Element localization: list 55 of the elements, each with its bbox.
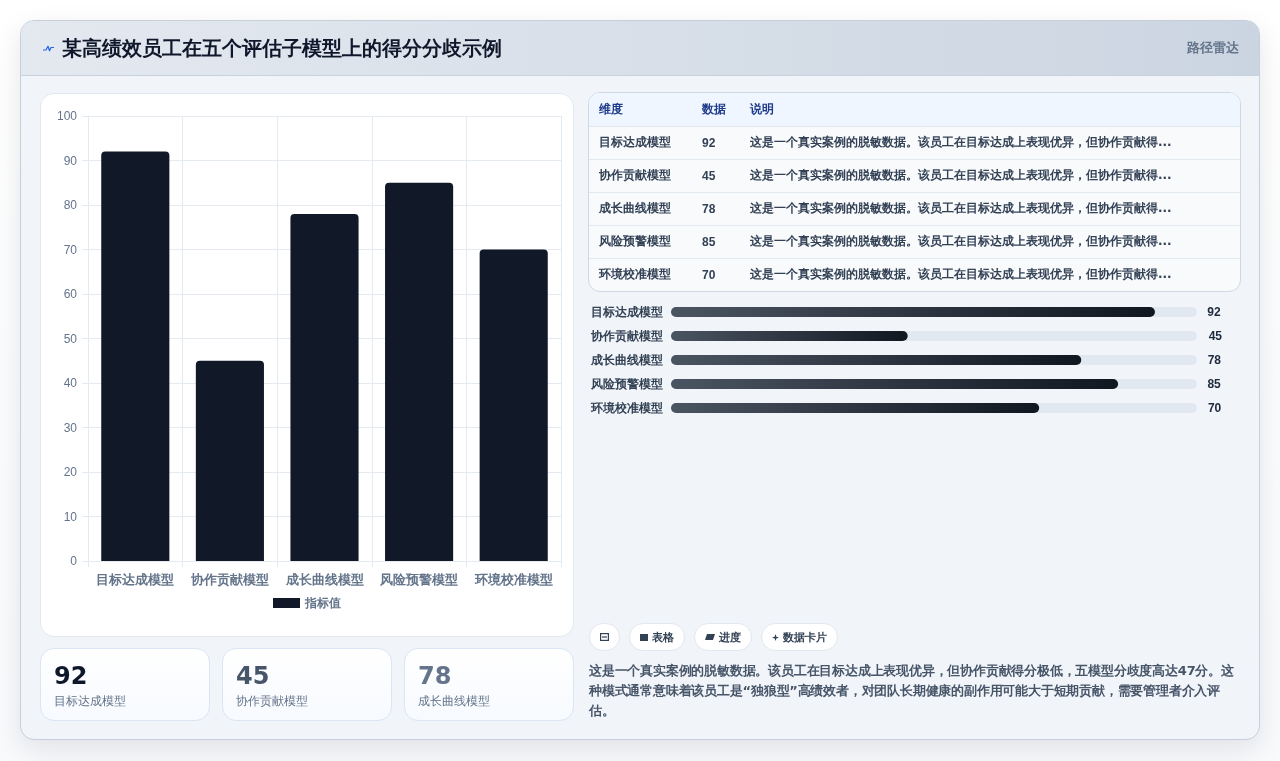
data-label: 45 bbox=[236, 661, 270, 691]
y-tick-label: 100 bbox=[56, 109, 78, 123]
x-tick-label: 协作贡献模型 bbox=[189, 572, 269, 587]
bar bbox=[479, 249, 548, 561]
text: 这是一个真实案例的脱敏数据。该员工在目标达成上表现优异，但协作贡献得... bbox=[750, 135, 1172, 149]
bar bbox=[195, 360, 264, 561]
bar bbox=[101, 151, 170, 561]
category-label: 成长曲线模型 bbox=[418, 693, 490, 709]
data-label: 45 bbox=[1208, 329, 1223, 343]
y-tick-label: 60 bbox=[63, 287, 78, 301]
table-header: 维度 数据 说明 bbox=[589, 93, 1240, 126]
data-label: 45 bbox=[701, 167, 717, 185]
y-tick-label: 0 bbox=[70, 554, 78, 568]
y-tick-label: 70 bbox=[63, 242, 78, 257]
x-tick-label: 风险预警模型 bbox=[379, 572, 459, 587]
x-tick-label: 环境校准模型 bbox=[473, 572, 553, 587]
data-label: 78 bbox=[418, 661, 452, 691]
category-label: 数据卡片 bbox=[783, 629, 827, 645]
y-tick-label: 协作贡献模型 bbox=[590, 329, 663, 343]
y-tick-label: 20 bbox=[63, 465, 78, 479]
data-label: 78 bbox=[1207, 353, 1222, 367]
y-tick-label: 80 bbox=[63, 198, 78, 212]
text: 这是一个真实案例的脱敏数据。该员工在目标达成上表现优异，但协作贡献得... bbox=[750, 234, 1172, 248]
text: 这是一个真实案例的脱敏数据。该员工在目标达成上表现优异，但协作贡献得... bbox=[750, 201, 1172, 215]
category-label: 表格 bbox=[652, 629, 674, 645]
y-tick-label: 10 bbox=[63, 509, 78, 524]
category-label: 进度 bbox=[719, 629, 741, 645]
category-label: 协作贡献模型 bbox=[236, 693, 308, 709]
y-tick-label: 90 bbox=[63, 153, 78, 168]
bar bbox=[385, 182, 454, 561]
legend-label: 指标值 bbox=[304, 596, 341, 610]
data-label: 92 bbox=[701, 134, 717, 152]
text: 这是一个真实案例的脱敏数据。该员工在目标达成上表现优异，但协作贡献得... bbox=[750, 168, 1172, 182]
text: 某高绩效员工在五个评估子模型上的得分分歧示例 bbox=[62, 35, 502, 62]
y-tick-label: 50 bbox=[63, 331, 78, 346]
data-label: 70 bbox=[1207, 401, 1222, 415]
data-label: 70 bbox=[701, 266, 717, 284]
y-tick-label: 40 bbox=[63, 376, 78, 390]
data-label: 85 bbox=[701, 233, 717, 251]
x-tick-label: 目标达成模型 bbox=[96, 572, 175, 587]
y-tick-label: 环境校准模型 bbox=[590, 401, 663, 415]
data-label: 78 bbox=[701, 200, 717, 218]
text: 这是一个真实案例的脱敏数据。该员工在目标达成上表现优异，但协作贡献得分极低，五模型分歧度高达47分。这种模式通常意味着该员工是“独狼型”高绩效者，对团队长期健康的副作用可能大于短期贡献，需要管理者介入评估。 bbox=[589, 662, 1235, 720]
data-label: 92 bbox=[54, 661, 88, 691]
series-label: 数据 bbox=[692, 93, 740, 126]
text: 路径雷达 bbox=[1187, 39, 1239, 57]
text: 这是一个真实案例的脱敏数据。该员工在目标达成上表现优异，但协作贡献得... bbox=[750, 267, 1172, 282]
y-tick-label: 风险预警模型 bbox=[590, 377, 663, 391]
y-tick-label: 目标达成模型 bbox=[591, 305, 663, 319]
bar bbox=[290, 213, 359, 561]
data-label: 85 bbox=[1207, 377, 1222, 391]
y-tick-label: 成长曲线模型 bbox=[590, 353, 663, 367]
x-tick-label: 成长曲线模型 bbox=[284, 572, 364, 587]
y-tick-label: 30 bbox=[63, 420, 78, 435]
data-label: 92 bbox=[1207, 305, 1221, 319]
